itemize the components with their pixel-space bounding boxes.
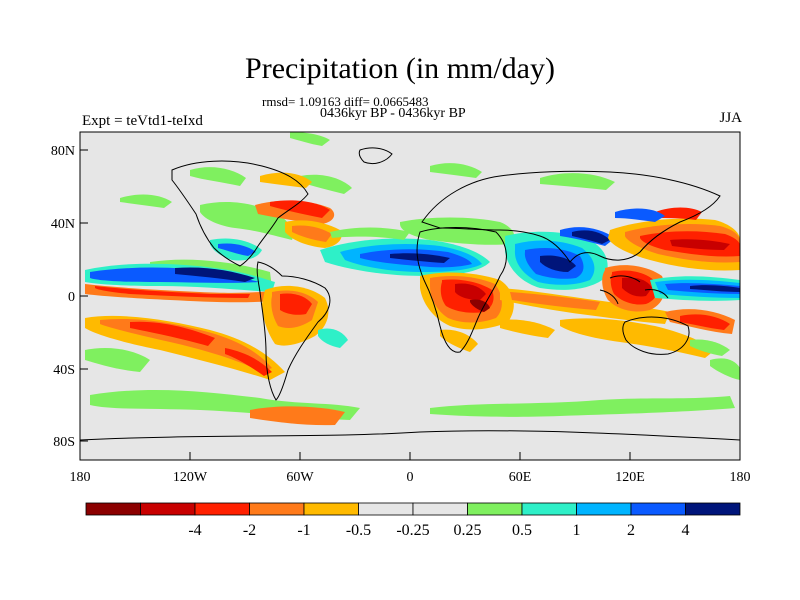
season-label: JJA [719, 110, 742, 126]
precip-anomaly-field [85, 132, 740, 426]
rmsd-diff-stats: rmsd= 1.09163 diff= 0.0665483 [262, 94, 429, 109]
colorbar-swatch [194, 502, 250, 516]
lon-tick-label: 120E [615, 470, 645, 485]
colorbar-swatch [412, 502, 468, 516]
colorbar-swatch [303, 502, 359, 516]
colorbar-label: -0.5 [346, 522, 371, 539]
lat-tick-label: 80N [51, 144, 75, 159]
lat-tick-label: 40N [51, 217, 75, 232]
lon-tick-label: 180 [70, 470, 91, 485]
map-title: Precipitation (in mm/day) [245, 52, 555, 85]
lon-tick-label: 60E [509, 470, 532, 485]
colorbar-swatch [685, 502, 741, 516]
lat-tick-label: 0 [68, 290, 75, 305]
colorbar-label: 1 [573, 522, 581, 539]
lon-tick-label: 120W [173, 470, 208, 485]
colorbar-label: 0.25 [454, 522, 482, 539]
lon-tick-label: 60W [286, 470, 314, 485]
colorbar-swatch [630, 502, 686, 516]
colorbar-label: -0.25 [396, 522, 429, 539]
colorbar-swatch [140, 502, 196, 516]
colorbar-swatch [358, 502, 414, 516]
colorbar-swatch [249, 502, 305, 516]
colorbar-label: -1 [297, 522, 310, 539]
colorbar-swatch [85, 502, 141, 516]
lon-tick-label: 180 [730, 470, 751, 485]
lat-tick-label: 80S [53, 435, 75, 450]
colorbar-swatch [467, 502, 523, 516]
longitude-axis: 180 120W 60W 0 60E 120E 180 [70, 452, 751, 485]
colorbar-label: -2 [243, 522, 256, 539]
colorbar-label: 2 [627, 522, 635, 539]
colorbar: -4 -2 -1 -0.5 -0.25 0.25 0.5 1 2 4 [85, 502, 741, 539]
colorbar-label: 0.5 [512, 522, 532, 539]
lat-tick-label: 40S [53, 363, 75, 378]
time-period-label: 0436kyr BP - 0436kyr BP [320, 106, 466, 121]
colorbar-label: -4 [188, 522, 201, 539]
lon-tick-label: 0 [407, 470, 414, 485]
colorbar-swatch [576, 502, 632, 516]
latitude-axis: 80N 40N 0 40S 80S [51, 144, 88, 450]
experiment-label: Expt = teVtd1-teIxd [82, 113, 203, 129]
coastlines [80, 147, 740, 441]
colorbar-label: 4 [682, 522, 690, 539]
colorbar-swatch [521, 502, 577, 516]
